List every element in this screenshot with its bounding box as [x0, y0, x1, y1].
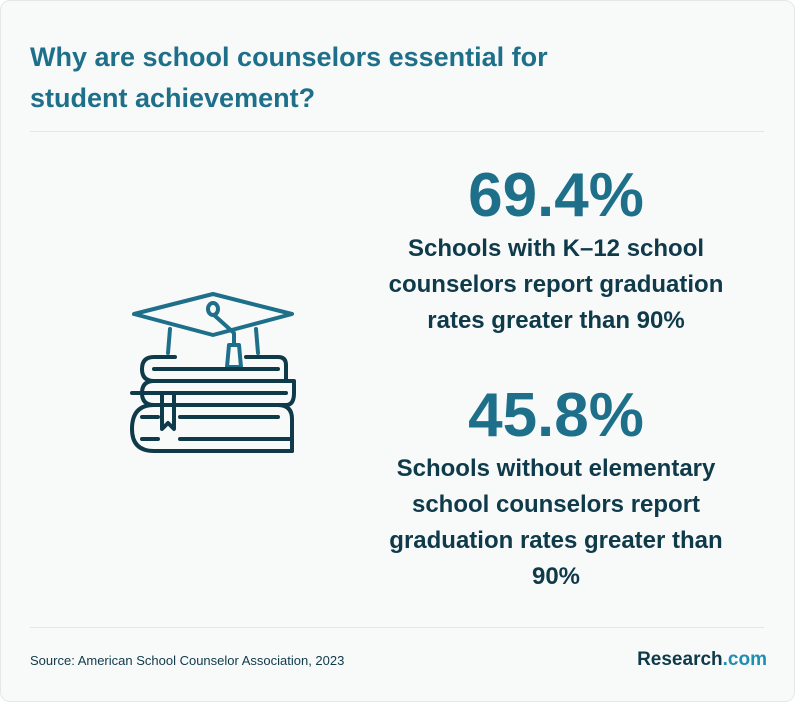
top-divider: [30, 131, 764, 132]
source-citation: Source: American School Counselor Associ…: [30, 653, 345, 668]
research-com-logo: Research.com: [637, 649, 767, 671]
stat-description: Schools without elementary school counse…: [389, 455, 723, 590]
page-title: Why are school counselors essential for …: [30, 42, 548, 113]
brand-name: Research: [637, 649, 723, 670]
stat-value: 69.4%: [468, 161, 644, 230]
stat-block-with-counselors: 69.4% Schools with K–12 school counselor…: [371, 164, 741, 339]
stat-description: Schools with K–12 school counselors repo…: [388, 235, 724, 334]
stat-value: 45.8%: [468, 381, 644, 450]
stat-block-without-counselors: 45.8% Schools without elementary school …: [371, 384, 741, 595]
brand-suffix: .com: [722, 649, 767, 670]
graduation-cap-on-books-icon: [130, 292, 296, 453]
bottom-divider: [30, 627, 764, 628]
